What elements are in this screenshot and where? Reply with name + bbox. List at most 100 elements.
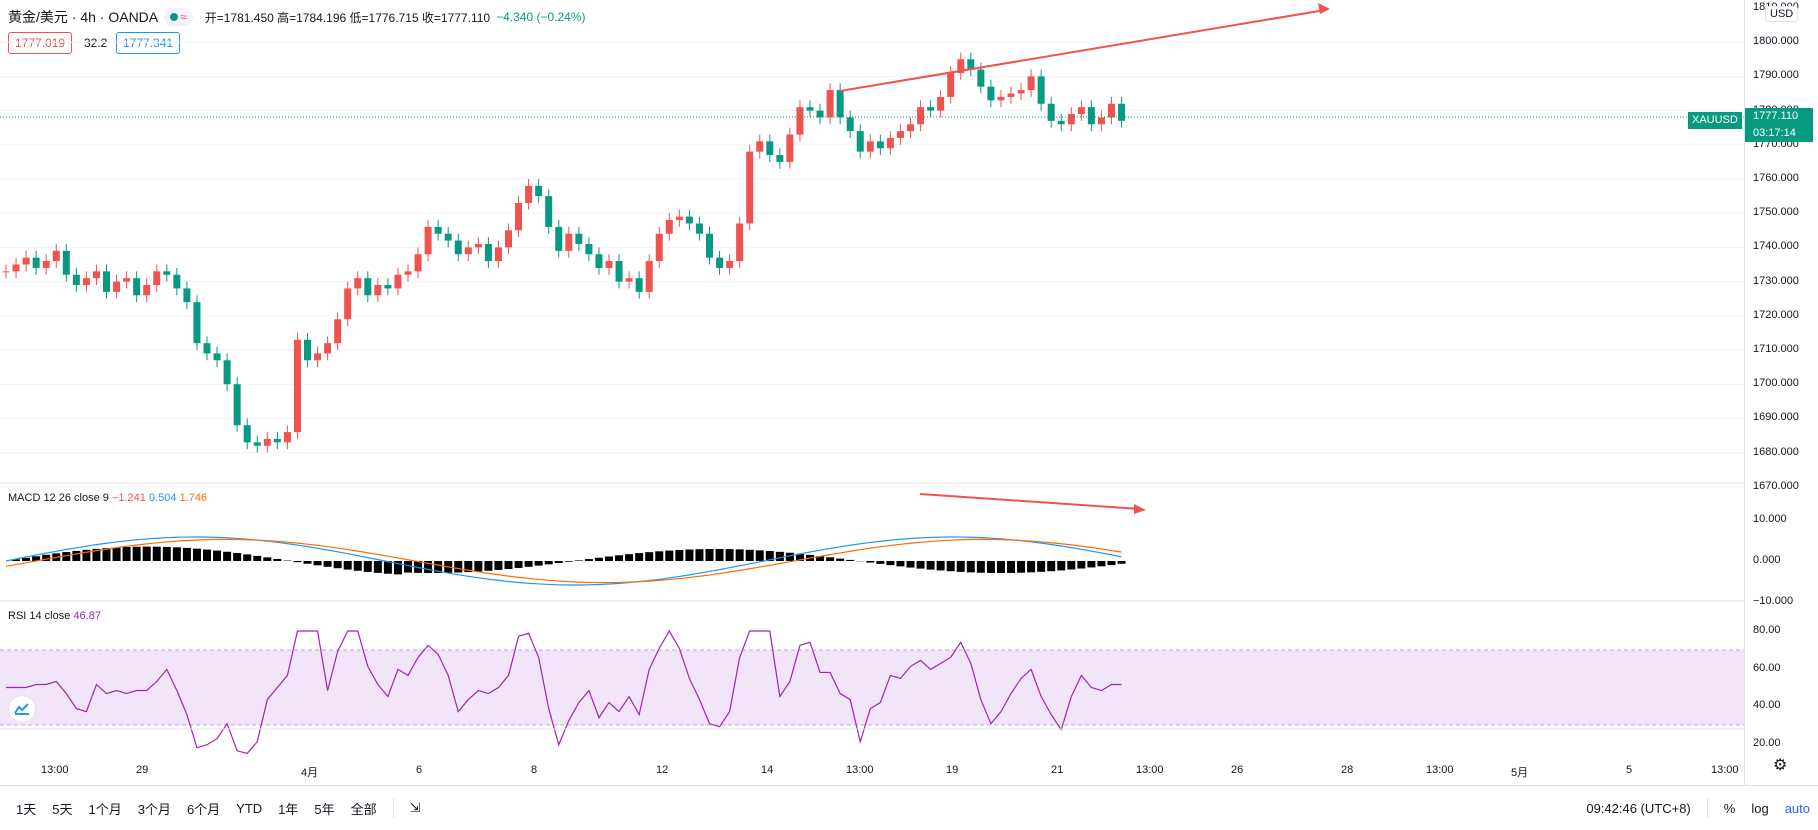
macd-histogram-bar [293,561,301,562]
candle-body [153,271,160,285]
macd-histogram-bar [565,561,573,562]
candle-body [425,227,432,254]
candle-body [1098,117,1105,124]
candle-body [525,186,532,203]
macd-histogram-bar [1118,561,1126,564]
range-button[interactable]: 5年 [306,799,342,818]
candle-body [1038,76,1045,103]
macd-histogram-bar [826,557,834,561]
macd-histogram-bar [484,561,492,571]
candle [73,268,80,292]
log-toggle[interactable]: log [1743,801,1776,816]
macd-histogram-bar [937,561,945,570]
candle [636,271,643,298]
candle [666,213,673,240]
candle-body [1088,107,1095,124]
candle-body [244,425,251,442]
candle-body [696,223,703,233]
candle [334,312,341,350]
range-button[interactable]: 全部 [343,799,385,818]
macd-histogram-bar [505,561,513,569]
candle [505,223,512,254]
currency-label[interactable]: USD [1765,6,1798,22]
candle [626,271,633,288]
range-button[interactable]: 5天 [44,799,80,818]
candle-body [274,439,281,442]
candle-body [575,234,582,244]
price-tick: 1700.000 [1753,377,1799,389]
range-button[interactable]: 1年 [270,799,306,818]
macd-histogram-bar [525,561,533,567]
macd-histogram-bar [776,552,784,561]
macd-histogram-bar [675,550,683,561]
time-tick: 13:00 [1711,764,1739,776]
candle-body [1108,104,1115,118]
candle [766,135,773,162]
candle-body [716,258,723,268]
candle [405,265,412,282]
candle-body [987,87,994,101]
range-button[interactable]: 1天 [8,799,44,818]
candle [244,418,251,449]
candle-body [1048,104,1055,121]
trend-line-up [840,10,1325,91]
macd-histogram-bar [1057,561,1065,570]
macd-histogram-bar [585,559,593,561]
macd-histogram-bar [1067,561,1075,570]
candle-body [726,261,733,268]
candle [1048,97,1055,128]
candle [646,254,653,298]
candle-body [204,343,211,353]
candle [495,241,502,268]
candle-body [495,247,502,261]
macd-histogram-bar [304,561,312,564]
price-axis[interactable]: 1810.0001800.0001790.0001780.0001770.000… [1744,0,1818,785]
settings-gear-icon[interactable]: ⚙ [1773,755,1787,775]
symbol-price-tag: XAUUSD [1688,112,1742,129]
macd-title: MACD 12 26 close 9 [8,492,109,504]
candle [606,254,613,275]
range-button[interactable]: 6个月 [179,799,228,818]
time-tick: 12 [656,764,668,776]
goto-date-icon[interactable]: ⇲ [402,800,429,816]
macd-histogram-bar [344,561,352,570]
candle-body [736,223,743,261]
candle-body [133,278,140,295]
macd-histogram-bar [113,547,121,561]
macd-histogram-bar [716,549,724,561]
candle [897,124,904,145]
macd-line-value: 0.504 [149,492,177,504]
candle-body [224,360,231,384]
macd-histogram-bar [163,547,171,561]
time-tick: 19 [946,764,958,776]
candle-body [756,141,763,151]
candle-body [183,288,190,302]
tradingview-logo-icon[interactable] [8,695,36,723]
percent-toggle[interactable]: % [1716,801,1744,816]
auto-toggle[interactable]: auto [1777,801,1818,816]
candle-body [364,278,371,295]
candle [224,353,231,391]
price-tick: 1790.000 [1753,69,1799,81]
candle [1038,70,1045,111]
candle-body [334,319,341,343]
macd-histogram-bar [726,549,734,561]
candle-body [817,111,824,118]
macd-histogram-bar [474,561,482,571]
range-button[interactable]: YTD [228,801,270,816]
chart-canvas[interactable] [0,0,1744,785]
candle [535,179,542,203]
candle [907,117,914,138]
candle [3,265,10,279]
candle [364,271,371,302]
range-button[interactable]: 1个月 [80,799,129,818]
macd-histogram-bar [1047,561,1055,571]
range-button[interactable]: 3个月 [130,799,179,818]
clock[interactable]: 09:42:46 (UTC+8) [1578,801,1698,816]
candle-body [545,196,552,227]
candle [435,220,442,241]
candle [183,282,190,309]
rsi-pane [0,631,1744,753]
